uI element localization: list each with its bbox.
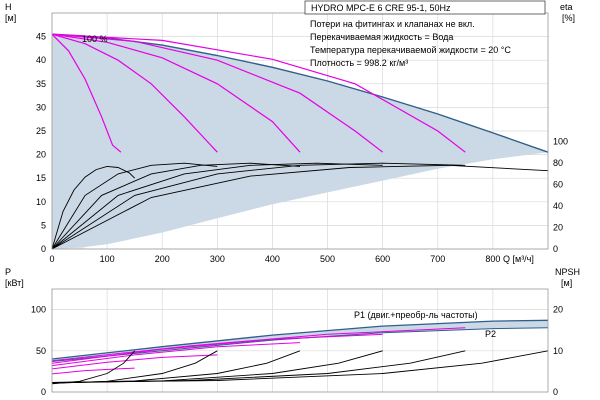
legend-p1: P1 (двиг.+преобр-ль частоты) (354, 310, 478, 320)
y-tick-label-h: 0 (41, 244, 46, 254)
p-curve-magenta (51, 367, 135, 375)
top-plot-frame (51, 12, 549, 250)
y-tick-label-eta: 60 (553, 180, 563, 190)
y-tick-label-h: 35 (36, 79, 46, 89)
x-tick-label: 600 (375, 254, 390, 264)
power-band-area (52, 320, 548, 362)
y-axis-label-p: P (5, 267, 11, 277)
y-tick-label-eta: 40 (553, 201, 563, 211)
chart-title: HYDRO MPC-E 6 CRE 95-1, 50Hz (311, 3, 451, 13)
y-tick-label-eta: 100 (553, 137, 568, 147)
legend-p2: P2 (485, 329, 496, 339)
x-tick-label: 200 (155, 254, 170, 264)
h-curve-magenta (51, 33, 466, 153)
h-curve-magenta (51, 33, 122, 153)
h-curve-magenta (51, 33, 384, 153)
y-axis-unit-p: [кВт] (5, 278, 24, 288)
y-tick-label-h: 45 (36, 32, 46, 42)
y-axis-unit-h: [м] (5, 13, 16, 23)
y-tick-label-p: 0 (41, 387, 46, 397)
operating-range-area (52, 34, 548, 250)
eta-curve (51, 162, 466, 250)
note-liquid: Перекачиваемая жидкость = Вода (310, 32, 453, 42)
y-tick-label-h: 20 (36, 150, 46, 160)
note-density: Плотность = 998.2 кг/м³ (310, 58, 408, 68)
x-tick-label: 300 (210, 254, 225, 264)
bottom-ticks: 0 50 100 0 10 20 (31, 305, 563, 397)
y-axis-label-npsh: NPSH (555, 267, 580, 277)
x-tick-label: 400 (265, 254, 280, 264)
eta-curve (51, 162, 301, 250)
x-tick-label: 700 (430, 254, 445, 264)
npsh-curve (51, 350, 549, 383)
p-curve-magenta (51, 333, 383, 364)
eta-curve (51, 164, 549, 250)
x-tick-label: 500 (320, 254, 335, 264)
bottom-areas (52, 320, 548, 362)
y-axis-unit-npsh: [м] (561, 278, 572, 288)
p1-curve (51, 319, 549, 360)
p-curve-magenta (51, 354, 218, 370)
h-curve-magenta (51, 33, 301, 153)
y-axis-unit-eta: [%] (562, 13, 575, 23)
y-tick-label-p: 100 (31, 305, 46, 315)
y-tick-label-h: 5 (41, 220, 46, 230)
y-tick-label-npsh: 0 (553, 387, 558, 397)
y-tick-label-eta: 80 (553, 158, 563, 168)
x-tick-label: 0 (49, 254, 54, 264)
bottom-plot-frame (51, 288, 549, 393)
title-box (304, 0, 546, 15)
y-tick-label-h: 30 (36, 102, 46, 112)
y-tick-label-h: 10 (36, 197, 46, 207)
y-tick-label-h: 25 (36, 126, 46, 136)
eta-curve (51, 165, 136, 250)
note-fittings: Потери на фитингах и клапанах не вкл. (310, 19, 475, 29)
x-tick-label: 800 (485, 254, 500, 264)
y-tick-label-h: 15 (36, 173, 46, 183)
y-axis-label-eta: eta (560, 2, 573, 12)
h-curve-magenta (51, 33, 218, 153)
annotation-100-percent: 100 % (82, 34, 108, 44)
y-tick-label-eta: 0 (553, 244, 558, 254)
bottom-curves (51, 319, 549, 385)
x-axis-label-q: Q [м³/ч] (503, 254, 534, 264)
eta-curve (51, 162, 383, 250)
p-curve-magenta (51, 327, 466, 362)
p-curve-magenta (51, 342, 301, 367)
top-areas (52, 34, 548, 250)
top-ticks: 0 100 200 300 400 500 600 700 800051015202530354… (36, 32, 568, 264)
y-tick-label-npsh: 20 (553, 305, 563, 315)
y-axis-label-h: H (5, 2, 12, 12)
y-tick-label-npsh: 10 (553, 346, 563, 356)
x-tick-label: 100 (100, 254, 115, 264)
top-curves (51, 33, 549, 250)
y-tick-label-h: 40 (36, 55, 46, 65)
y-tick-label-eta: 20 (553, 223, 563, 233)
eta-curve (51, 162, 218, 250)
note-temperature: Температура перекачиваемой жидкости = 20… (310, 45, 511, 55)
y-tick-label-p: 50 (36, 346, 46, 356)
